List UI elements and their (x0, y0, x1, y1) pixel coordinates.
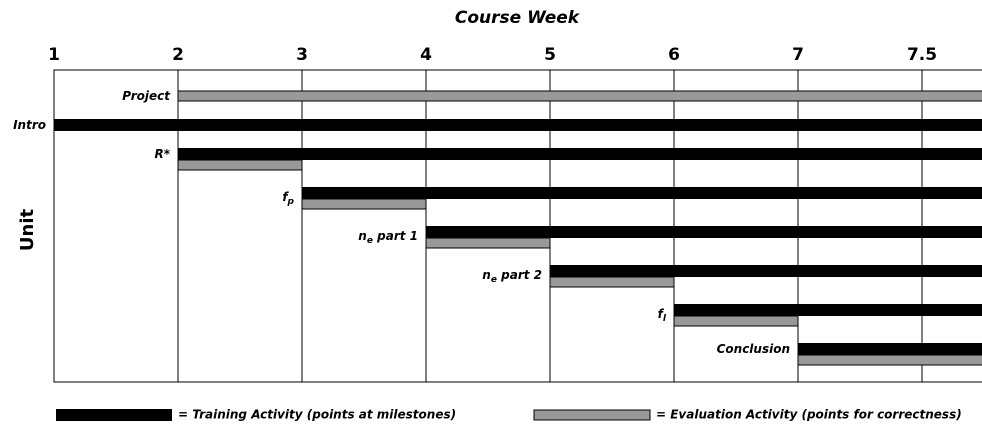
unit-label-sub: e (491, 275, 497, 285)
training-bar (302, 187, 982, 199)
evaluation-bar (177, 159, 303, 171)
training-bar (550, 265, 982, 277)
x-tick-label: 6 (668, 45, 680, 65)
x-tick-label: 3 (296, 45, 308, 65)
y-axis-label: Unit (17, 209, 38, 252)
unit-label-sub: e (367, 236, 373, 246)
training-bar (54, 119, 982, 131)
evaluation-bar (673, 315, 799, 327)
unit-label: fl (658, 307, 667, 324)
legend-label: = Evaluation Activity (points for correc… (656, 408, 962, 422)
legend-swatch (533, 409, 651, 421)
legend-swatch (56, 409, 172, 421)
unit-label-text: Project (122, 89, 171, 103)
unit-label-text: R* (154, 147, 170, 161)
unit-label-text: Conclusion (717, 342, 790, 356)
x-tick-label: 1 (48, 45, 60, 65)
unit-label-sub: p (287, 197, 295, 207)
legend-label: = Training Activity (points at milestone… (178, 408, 456, 422)
unit-label-sub: l (663, 314, 667, 324)
training-bar (426, 226, 982, 238)
evaluation-bar (425, 237, 551, 249)
evaluation-bar (301, 198, 427, 210)
evaluation-bar (177, 90, 982, 102)
unit-label-rest: part 1 (373, 229, 418, 243)
training-bar (674, 304, 982, 316)
unit-label-text: f (282, 190, 289, 204)
unit-label: R* (154, 147, 170, 161)
unit-label: Conclusion (717, 342, 790, 356)
training-bar (798, 343, 982, 355)
unit-label-text: Intro (13, 118, 46, 132)
evaluation-bar (797, 354, 982, 366)
unit-label: Intro (13, 118, 46, 132)
unit-label: Project (122, 89, 171, 103)
plot-frame (53, 69, 982, 383)
x-tick-label: 5 (544, 45, 556, 65)
unit-label-text: n (358, 229, 367, 243)
evaluation-bar (549, 276, 675, 288)
unit-label: ne part 1 (358, 229, 418, 246)
x-tick-label: 2 (172, 45, 184, 65)
x-tick-label: 7.5 (907, 45, 937, 65)
unit-label: ne part 2 (482, 268, 542, 285)
unit-label-text: f (658, 307, 665, 321)
unit-label: fp (282, 190, 294, 207)
training-bar (178, 148, 982, 160)
x-tick-label: 4 (420, 45, 432, 65)
chart-title: Course Week (455, 8, 581, 28)
x-tick-label: 7 (792, 45, 804, 65)
unit-label-text: n (482, 268, 491, 282)
unit-label-rest: part 2 (497, 268, 542, 282)
